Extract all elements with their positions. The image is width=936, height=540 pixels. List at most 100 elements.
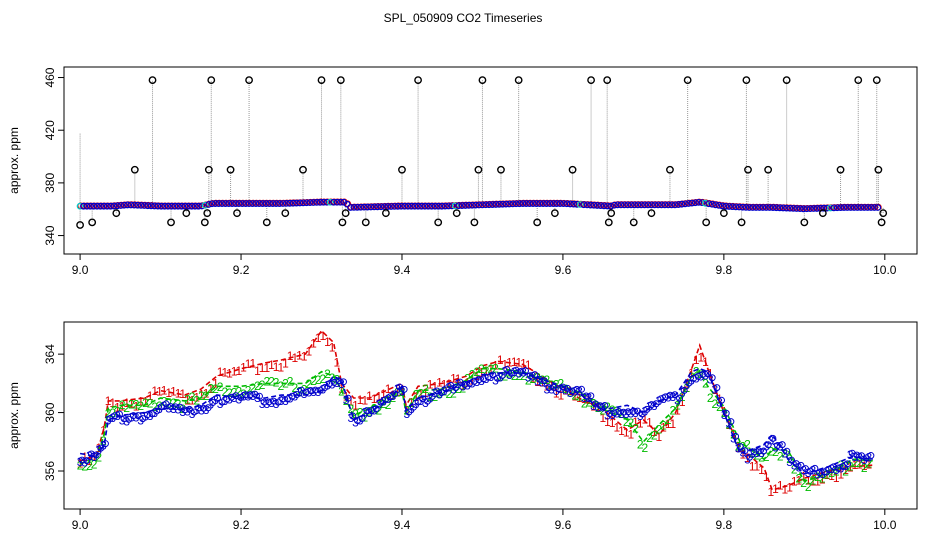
data-point: [563, 200, 571, 208]
series-marker: [209, 399, 217, 407]
series-marker: [652, 400, 660, 408]
series-marker: 2: [422, 382, 429, 396]
series-marker: 1: [716, 392, 723, 406]
series-marker: 2: [198, 389, 205, 403]
series-marker: [615, 407, 623, 415]
series-marker: 1: [156, 385, 163, 399]
data-point: [107, 202, 114, 210]
data-point: [587, 201, 594, 209]
data-point: [708, 200, 716, 208]
series-marker: 1: [100, 423, 107, 437]
series-marker: [437, 389, 445, 397]
series-marker: [120, 415, 128, 423]
series-marker: [115, 410, 123, 418]
series-marker: 2: [91, 458, 98, 472]
data-point: [93, 202, 101, 210]
y-tick-label: 460: [43, 67, 57, 87]
data-point: [593, 202, 601, 209]
series-marker: 2: [819, 471, 826, 485]
series-marker: 1: [581, 392, 588, 406]
data-point: [860, 204, 868, 211]
series-marker: 2: [814, 470, 821, 484]
series-marker: 2: [665, 413, 672, 427]
data-point: [685, 200, 692, 207]
data-point: [289, 199, 297, 207]
data-point: [299, 199, 307, 207]
series-marker: [321, 384, 329, 392]
series-marker: 1: [277, 361, 284, 375]
outlier-point: [854, 76, 863, 85]
data-point: [664, 201, 672, 209]
series-marker: 1: [796, 474, 803, 488]
data-point: [407, 202, 415, 210]
data-point: [560, 200, 567, 207]
series-marker: 1: [109, 396, 116, 410]
data-point: [772, 204, 780, 212]
data-point: [333, 198, 341, 206]
data-point: [262, 200, 270, 207]
data-point: [103, 202, 111, 210]
series-marker: 2: [221, 385, 228, 399]
series-marker: 1: [361, 393, 368, 407]
series-marker: 1: [782, 482, 789, 496]
data-point: [235, 200, 243, 207]
data-point: [238, 200, 246, 207]
series-marker: [503, 366, 511, 374]
series-marker: 1: [226, 367, 233, 381]
data-point: [475, 201, 483, 209]
series-marker: 1: [838, 468, 845, 482]
series-marker: 1: [702, 355, 709, 369]
series-marker: 2: [319, 372, 326, 386]
data-point: [766, 204, 773, 211]
series-marker: [325, 380, 333, 388]
series-marker: [853, 451, 861, 459]
series-marker: 1: [287, 349, 294, 363]
series-marker: [690, 374, 698, 382]
series-marker: [288, 392, 296, 400]
data-point: [522, 200, 530, 207]
data-point: [614, 201, 621, 209]
series-marker: 1: [487, 363, 494, 377]
series-marker: [111, 412, 119, 420]
series-marker: 1: [501, 357, 508, 371]
data-point: [499, 200, 506, 208]
series-marker: 2: [824, 467, 831, 481]
series-marker: [671, 391, 679, 399]
outlier-point: [299, 165, 307, 174]
data-point: [600, 202, 608, 210]
series-marker: 1: [627, 427, 634, 441]
data-point: [478, 201, 486, 209]
data-point: [624, 201, 632, 209]
data-point: [418, 202, 425, 210]
outlier-point: [836, 165, 845, 174]
series-marker: 1: [357, 393, 364, 407]
data-point: [509, 200, 517, 208]
x-axis: 9.0 9.2 9.4 9.6 9.8 10.0: [72, 509, 897, 532]
series-marker: [311, 386, 319, 394]
series-marker: 1: [842, 463, 849, 477]
data-point: [549, 200, 557, 207]
data-point: [252, 200, 260, 207]
data-point: [424, 202, 432, 210]
series-marker: [451, 384, 459, 392]
data-point: [86, 202, 94, 210]
series-marker: 2: [95, 451, 102, 465]
series-marker: 2: [147, 397, 154, 411]
series-marker: 1: [744, 451, 751, 465]
series-marker: 2: [515, 369, 522, 383]
series-marker: [153, 407, 161, 415]
series-marker: [732, 432, 740, 440]
data-point: [174, 202, 182, 210]
series-marker: 1: [576, 391, 583, 405]
series-marker: [788, 456, 796, 464]
series-marker: 1: [282, 357, 289, 371]
series-marker: [512, 366, 520, 374]
series-marker: [624, 408, 632, 416]
data-point: [705, 200, 713, 208]
series-marker: 1: [772, 482, 779, 496]
series-marker: [610, 409, 618, 417]
outlier-point: [647, 209, 656, 218]
series-marker: 2: [852, 456, 859, 470]
series-marker: [498, 371, 506, 379]
series-marker: 1: [674, 404, 681, 418]
